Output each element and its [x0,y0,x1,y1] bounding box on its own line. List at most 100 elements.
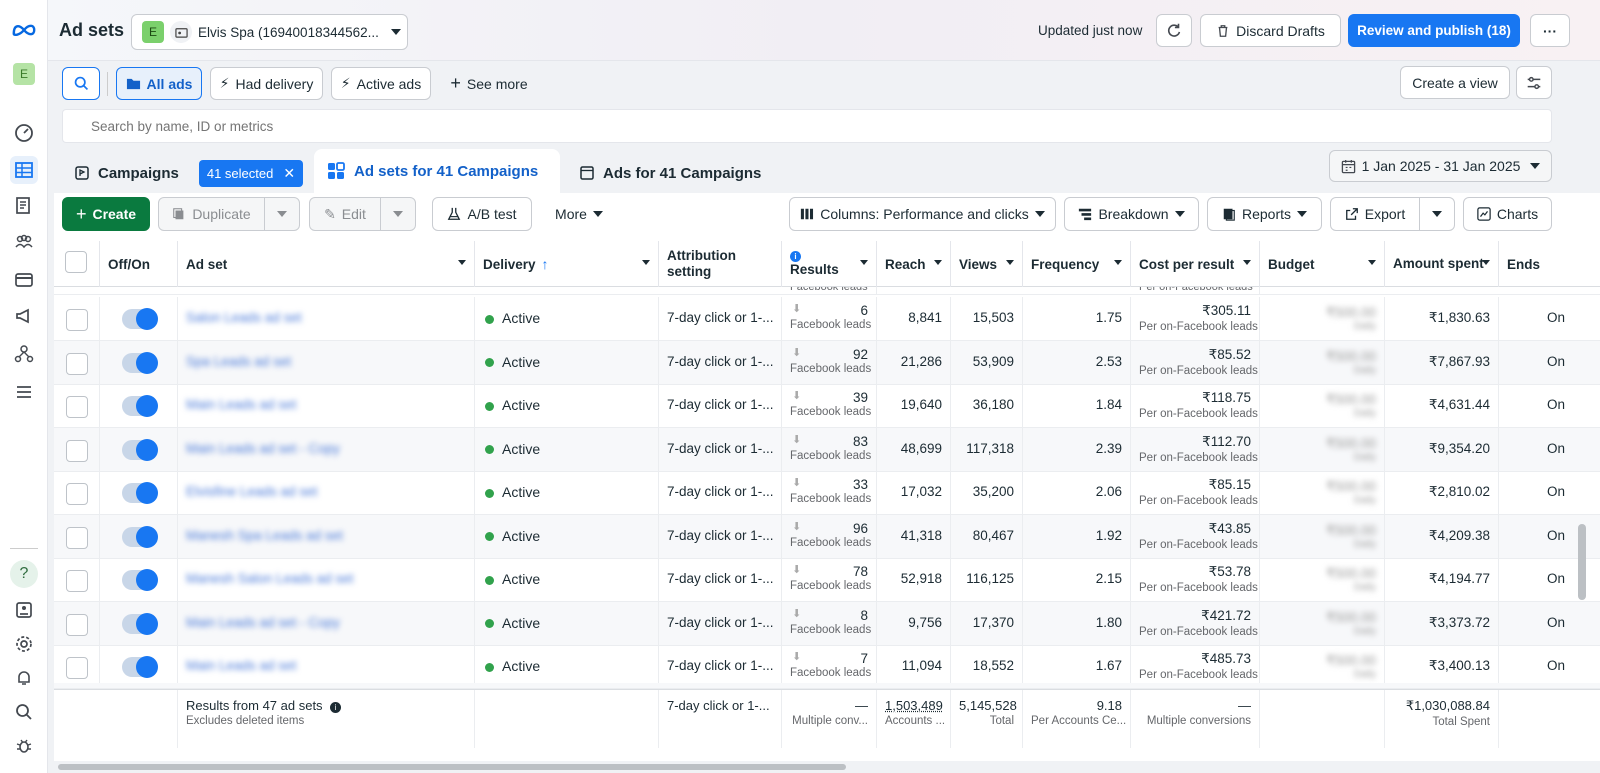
row-checkbox[interactable] [66,613,88,636]
row-adset-name[interactable]: Spa Leads ad set [178,340,475,385]
row-adset-name[interactable]: Manesh Salon Leads ad set [178,558,475,602]
row-checkbox[interactable] [66,309,88,331]
row-adset-name[interactable]: Main Leads ad set [178,645,475,689]
on-off-toggle[interactable] [122,438,158,461]
billing-card-icon[interactable] [10,266,38,294]
header-results[interactable]: i Results [782,241,877,287]
search-input[interactable] [62,109,1552,143]
edit-button[interactable]: ✎ Edit [309,197,381,231]
on-off-toggle[interactable] [122,525,158,548]
table-row[interactable]: Manesh Spa Leads ad set Active 7-day click… [54,514,1600,559]
on-off-toggle[interactable] [122,569,158,591]
info-icon[interactable]: i [330,702,342,713]
meta-logo-icon[interactable] [10,16,38,44]
header-views[interactable]: Views [951,241,1023,287]
row-budget[interactable]: ₹500.00 Daily [1260,427,1385,472]
row-adset-name[interactable]: Main Leads ad set [178,384,475,428]
search-toggle-button[interactable] [62,67,100,100]
horizontal-scrollbar[interactable] [58,764,846,770]
help-icon[interactable]: ? [10,560,38,588]
adset-name-link[interactable]: Main Leads ad set [186,397,297,412]
see-more-filters-button[interactable]: + See more [440,67,538,100]
header-budget[interactable]: Budget [1260,241,1385,287]
row-checkbox[interactable] [66,657,88,679]
row-adset-name[interactable]: Manesh Spa Leads ad set [178,514,475,559]
business-info-icon[interactable] [10,596,38,624]
adset-name-link[interactable]: Main Leads ad set [186,658,297,673]
on-off-toggle[interactable] [122,395,158,417]
vertical-scrollbar[interactable] [1578,524,1586,600]
adset-name-link[interactable]: Elvisfine Leads ad set [186,484,318,499]
table-row[interactable]: Main Leads ad set Active 7-day click or 1-… [54,384,1600,428]
row-checkbox[interactable] [66,526,88,549]
active-ads-filter[interactable]: ⚡ Active ads [331,67,431,100]
charts-button[interactable]: Charts [1463,197,1552,231]
selected-count-chip[interactable]: 41 selected ✕ [198,159,304,187]
tab-campaigns[interactable]: Campaigns 41 selected ✕ [62,153,306,193]
ads-manager-table-icon[interactable] [10,156,38,184]
header-delivery[interactable]: Delivery ↑ [475,241,659,287]
create-button[interactable]: + Create [62,197,150,231]
pages-icon[interactable] [10,192,38,220]
adset-name-link[interactable]: Main Leads ad set - Copy [186,614,340,630]
adset-name-link[interactable]: Salon Leads ad set [186,310,302,325]
on-off-toggle[interactable] [122,612,158,635]
on-off-toggle[interactable] [122,351,158,374]
header-amount-spent[interactable]: Amount spent [1385,241,1499,287]
had-delivery-filter[interactable]: ⚡ Had delivery [210,67,323,100]
header-attribution[interactable]: Attribution setting [659,241,782,287]
more-options-button[interactable]: ··· [1530,14,1570,47]
header-cost-per-result[interactable]: Cost per result [1131,241,1260,287]
on-off-toggle[interactable] [122,482,158,504]
tab-ads[interactable]: Ads for 41 Campaigns [567,153,811,193]
adset-name-link[interactable]: Main Leads ad set - Copy [186,440,340,456]
discard-drafts-button[interactable]: Discard Drafts [1200,14,1341,47]
date-range-picker[interactable]: 1 Jan 2025 - 31 Jan 2025 [1329,150,1552,182]
header-reach[interactable]: Reach [877,241,951,287]
row-checkbox[interactable] [66,570,88,592]
duplicate-dropdown[interactable] [264,197,300,231]
table-row[interactable]: Main Leads ad set - Copy Active 7-day clic… [54,427,1600,472]
row-checkbox[interactable] [66,483,88,505]
audiences-icon[interactable] [10,228,38,256]
header-adset[interactable]: Ad set [178,241,475,287]
on-off-toggle[interactable] [122,308,158,330]
row-checkbox[interactable] [66,439,88,462]
on-off-toggle[interactable] [122,656,158,678]
row-adset-name[interactable]: Elvisfine Leads ad set [178,471,475,515]
table-row[interactable]: Salon Leads ad set Active 7-day click or 1… [54,297,1600,341]
row-budget[interactable]: ₹500.00 Daily [1260,384,1385,428]
settings-gear-icon[interactable] [10,630,38,658]
events-manager-icon[interactable] [10,340,38,368]
adset-name-link[interactable]: Manesh Spa Leads ad set [186,527,343,543]
refresh-button[interactable] [1156,14,1192,47]
all-tools-menu-icon[interactable] [10,378,38,406]
columns-selector[interactable]: Columns: Performance and clicks [789,197,1056,231]
account-selector[interactable]: E Elvis Spa (16940018344562... [131,14,408,50]
row-budget[interactable]: ₹500.00 Daily [1260,340,1385,385]
megaphone-icon[interactable] [10,302,38,330]
more-actions-button[interactable]: More [540,197,618,231]
select-all-checkbox[interactable] [65,251,87,273]
notifications-bell-icon[interactable] [10,664,38,692]
header-offon[interactable]: Off/On [100,241,178,287]
row-checkbox[interactable] [66,396,88,418]
tab-ad-sets[interactable]: Ad sets for 41 Campaigns [314,149,560,193]
row-checkbox[interactable] [66,352,88,375]
table-row[interactable]: Spa Leads ad set Active 7-day click or 1-.… [54,340,1600,385]
clear-selection-icon[interactable]: ✕ [283,164,296,181]
table-row[interactable]: Elvisfine Leads ad set Active 7-day click … [54,471,1600,515]
dashboard-icon[interactable] [10,118,38,146]
breakdown-selector[interactable]: Breakdown [1064,197,1199,231]
table-row[interactable]: Manesh Salon Leads ad set Active 7-day cli… [54,558,1600,602]
row-adset-name[interactable]: Salon Leads ad set [178,297,475,341]
export-dropdown[interactable] [1419,197,1455,231]
row-budget[interactable]: ₹500.00 Daily [1260,645,1385,689]
duplicate-button[interactable]: Duplicate [158,197,265,231]
row-budget[interactable]: ₹500.00 Daily [1260,601,1385,646]
review-and-publish-button[interactable]: Review and publish (18) [1348,14,1520,47]
row-adset-name[interactable]: Main Leads ad set - Copy [178,427,475,472]
info-icon[interactable]: i [790,251,801,262]
report-bug-icon[interactable] [10,732,38,760]
create-view-button[interactable]: Create a view [1400,66,1510,99]
